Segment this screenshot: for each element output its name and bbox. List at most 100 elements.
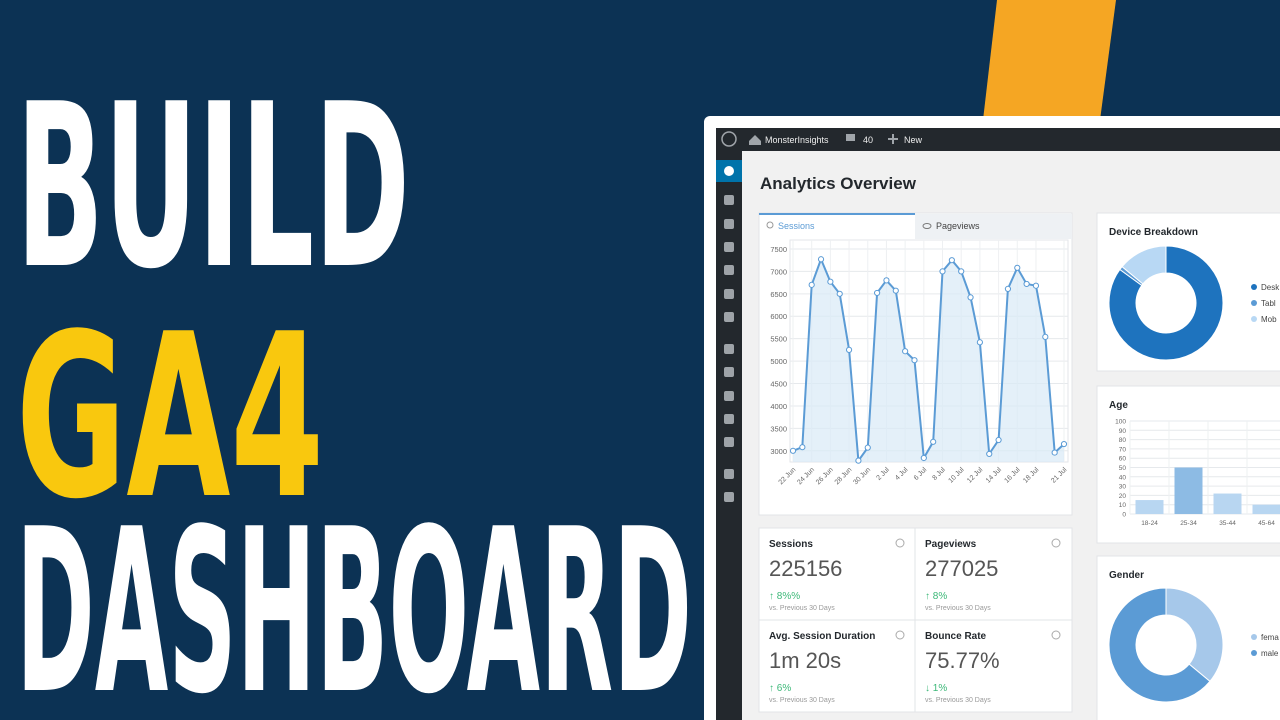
stat-change: ↑ 8%% bbox=[769, 591, 800, 602]
sidebar-icon bbox=[724, 367, 734, 377]
panel-title: Gender bbox=[1109, 570, 1144, 581]
stat-value: 277025 bbox=[925, 556, 998, 581]
x-tick-label: 25-34 bbox=[1180, 520, 1197, 527]
bar bbox=[1252, 504, 1280, 514]
stat-note: vs. Previous 30 Days bbox=[925, 605, 991, 612]
point bbox=[855, 457, 862, 464]
user-icon bbox=[766, 221, 774, 229]
point bbox=[827, 278, 834, 285]
point bbox=[874, 289, 881, 297]
point bbox=[817, 256, 825, 263]
point bbox=[883, 277, 890, 284]
comment-icon bbox=[846, 134, 855, 141]
legend-label: male bbox=[1261, 649, 1279, 658]
point bbox=[799, 444, 806, 451]
y-tick-label: 4000 bbox=[770, 402, 787, 411]
point bbox=[1060, 440, 1068, 448]
point bbox=[789, 447, 797, 454]
stat-label: Sessions bbox=[769, 539, 813, 550]
donut-segment bbox=[1121, 245, 1167, 285]
bar bbox=[1213, 493, 1242, 514]
accent-stripe bbox=[983, 0, 1116, 120]
point bbox=[1004, 285, 1012, 292]
point bbox=[845, 346, 853, 353]
sidebar-icon bbox=[724, 414, 734, 424]
y-tick-label: 90 bbox=[1119, 428, 1127, 435]
sidebar-icon bbox=[724, 242, 734, 252]
stat-change: ↑ 6% bbox=[769, 683, 791, 694]
home-icon bbox=[749, 135, 761, 145]
y-tick-label: 3000 bbox=[770, 447, 787, 456]
tab-label[interactable]: Sessions bbox=[778, 221, 815, 231]
legend-swatch bbox=[1251, 284, 1257, 290]
panel-title: Device Breakdown bbox=[1109, 227, 1198, 238]
page-title: Analytics Overview bbox=[760, 174, 917, 193]
point bbox=[958, 268, 965, 275]
point bbox=[902, 348, 909, 355]
y-tick-label: 5500 bbox=[770, 335, 787, 344]
stat-value: 225156 bbox=[769, 556, 842, 581]
point bbox=[864, 444, 871, 451]
sidebar-icon bbox=[724, 437, 734, 447]
sidebar-icon bbox=[724, 492, 734, 502]
sidebar-icon bbox=[724, 219, 734, 229]
point bbox=[1042, 333, 1049, 340]
comment-count[interactable]: 40 bbox=[863, 135, 873, 145]
sidebar-icon bbox=[724, 265, 734, 275]
stats-grid: Sessions 225156 ↑ 8%% vs. Previous 30 Days P… bbox=[769, 538, 1061, 704]
legend-label: Mob bbox=[1261, 315, 1277, 324]
y-tick-label: 100 bbox=[1115, 419, 1126, 426]
admin-bar bbox=[716, 128, 1280, 151]
x-tick-label: 35-44 bbox=[1219, 520, 1236, 527]
stat-change: ↓ 1% bbox=[925, 683, 947, 694]
x-tick-label: 45-64 bbox=[1258, 520, 1275, 527]
legend-label: Tabl bbox=[1261, 299, 1276, 308]
y-tick-label: 40 bbox=[1119, 474, 1127, 481]
point bbox=[976, 339, 983, 346]
point bbox=[1032, 282, 1040, 289]
stat-label: Pageviews bbox=[925, 539, 977, 550]
y-tick-label: 6500 bbox=[770, 290, 787, 299]
stat-note: vs. Previous 30 Days bbox=[925, 697, 991, 704]
y-tick-label: 10 bbox=[1119, 502, 1127, 509]
site-name[interactable]: MonsterInsights bbox=[765, 135, 829, 145]
admin-sidebar bbox=[716, 151, 742, 720]
donut-segment bbox=[1165, 587, 1224, 683]
tab[interactable] bbox=[915, 214, 1072, 239]
bar bbox=[1174, 467, 1203, 514]
x-tick-label: 18-24 bbox=[1141, 520, 1158, 527]
bar bbox=[1135, 500, 1164, 514]
y-tick-label: 7000 bbox=[770, 267, 787, 276]
point bbox=[995, 436, 1002, 444]
point bbox=[1023, 280, 1030, 288]
legend-label: fema bbox=[1261, 633, 1279, 642]
y-tick-label: 60 bbox=[1119, 456, 1127, 463]
point bbox=[986, 450, 993, 458]
plus-icon bbox=[888, 134, 898, 144]
sidebar-icons bbox=[724, 166, 734, 502]
panel-title: Age bbox=[1109, 400, 1128, 411]
info-icon bbox=[1051, 538, 1061, 548]
y-tick-label: 30 bbox=[1119, 484, 1127, 491]
sidebar-icon bbox=[724, 166, 734, 176]
eye-icon bbox=[922, 223, 932, 229]
y-tick-label: 4500 bbox=[770, 380, 787, 389]
y-tick-label: 0 bbox=[1122, 512, 1126, 519]
tab-label[interactable]: Pageviews bbox=[936, 221, 980, 231]
point bbox=[1051, 449, 1058, 456]
panel bbox=[1096, 385, 1280, 544]
y-tick-label: 5000 bbox=[770, 357, 787, 366]
legend-swatch bbox=[1251, 634, 1257, 640]
donut-segment bbox=[1108, 245, 1224, 361]
stat-note: vs. Previous 30 Days bbox=[769, 605, 835, 612]
y-tick-label: 3500 bbox=[770, 424, 787, 433]
headline-line: BUILD bbox=[16, 56, 410, 319]
wp-logo bbox=[721, 131, 737, 147]
area bbox=[793, 259, 1064, 462]
sidebar-icon bbox=[724, 344, 734, 354]
new-link[interactable]: New bbox=[904, 135, 923, 145]
y-tick-label: 6000 bbox=[770, 312, 787, 321]
info-icon bbox=[895, 630, 905, 640]
